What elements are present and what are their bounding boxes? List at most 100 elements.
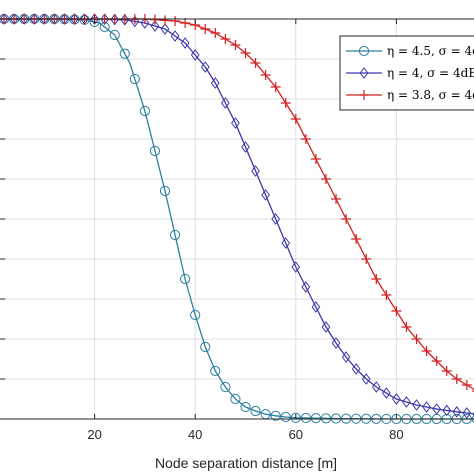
x-axis-title: Node separation distance [m] [155,455,337,471]
marker-plus [240,48,251,58]
marker-plus [431,356,442,366]
marker-diamond [130,15,140,28]
marker-diamond [351,363,361,375]
marker-plus [160,15,171,26]
marker-circle [149,145,161,157]
marker-diamond [241,141,250,153]
marker-plus [341,214,352,224]
marker-diamond [150,20,160,32]
marker-circle [320,413,332,424]
series-line [0,18,474,420]
marker-plus [290,114,301,124]
marker-circle [180,273,191,285]
marker-diamond [291,261,301,273]
marker-diamond [221,97,230,109]
x-tick-label: 20 [87,427,101,442]
marker-plus [230,40,241,50]
grid [0,19,474,419]
marker-plus [180,18,191,28]
marker-circle [109,29,120,41]
marker-circle [270,410,281,421]
marker-plus [391,306,402,316]
x-tick-label: 40 [188,427,202,442]
marker-circle [210,365,221,377]
marker-diamond [422,401,431,413]
marker-diamond [200,61,210,73]
tick-labels: 20 40 60 80 [87,427,403,442]
marker-circle [230,393,241,405]
marker-plus [200,24,211,34]
marker-plus [320,174,331,184]
marker-plus [381,290,392,300]
x-tick-label: 60 [289,427,303,442]
marker-plus [149,14,160,25]
marker-plus [401,322,412,332]
marker-plus [441,366,452,376]
marker-diamond [359,67,369,79]
marker-plus [280,98,291,108]
marker-plus [411,334,422,344]
marker-diamond [371,381,381,393]
marker-plus [361,254,372,264]
marker-plus [210,28,221,38]
marker-circle [290,412,301,423]
marker-plus [451,374,462,384]
marker-diamond [321,321,331,333]
marker-circle [300,412,311,424]
marker-diamond [392,393,401,405]
marker-plus [310,154,321,164]
legend: η = 4.5, σ = 4dB η = 4, σ = 4dB η = 3.8, σ… [339,35,474,111]
marker-circle [280,411,291,423]
marker-circle [310,413,322,424]
legend-entry-2: η = 4, σ = 4dB [346,66,474,80]
marker-diamond [120,13,130,26]
marker-diamond [452,405,462,418]
legend-label: η = 4, σ = 4dB [387,66,474,80]
marker-circle [139,105,150,117]
marker-plus [250,58,261,68]
marker-plus [220,34,231,44]
marker-diamond [442,404,452,417]
marker-diamond [261,189,270,201]
marker-plus [359,90,369,100]
marker-plus [351,234,362,244]
marker-diamond [462,407,472,419]
marker-diamond [331,337,341,349]
marker-diamond [412,399,421,411]
marker-diamond [361,373,371,385]
marker-diamond [251,165,260,177]
series-line [0,18,474,415]
marker-plus [270,82,281,92]
x-tick-label: 80 [389,427,403,442]
marker-diamond [210,77,220,89]
marker-circle [330,413,342,424]
legend-entry-3: η = 3.8, σ = 4dB [346,88,474,102]
marker-circle [220,381,231,393]
series-2 [0,13,474,419]
marker-plus [421,346,432,356]
marker-circle [200,341,211,353]
legend-entry-1: η = 4.5, σ = 4dB [346,44,474,58]
marker-circle [358,45,370,57]
marker-diamond [341,351,351,363]
marker-diamond [110,13,120,26]
marker-diamond [170,30,180,42]
marker-plus [461,380,472,390]
marker-diamond [432,403,442,415]
marker-diamond [281,237,291,249]
marker-plus [260,70,271,80]
legend-label: η = 3.8, σ = 4dB [387,88,474,102]
marker-diamond [301,281,311,293]
marker-diamond [160,23,170,35]
marker-diamond [190,49,200,61]
marker-plus [371,274,382,284]
marker-diamond [140,17,150,29]
axes [0,18,474,420]
marker-circle [250,405,261,417]
marker-plus [300,134,311,144]
marker-diamond [231,117,240,129]
marker-diamond [381,387,391,399]
marker-diamond [100,13,110,26]
marker-diamond [311,301,321,313]
